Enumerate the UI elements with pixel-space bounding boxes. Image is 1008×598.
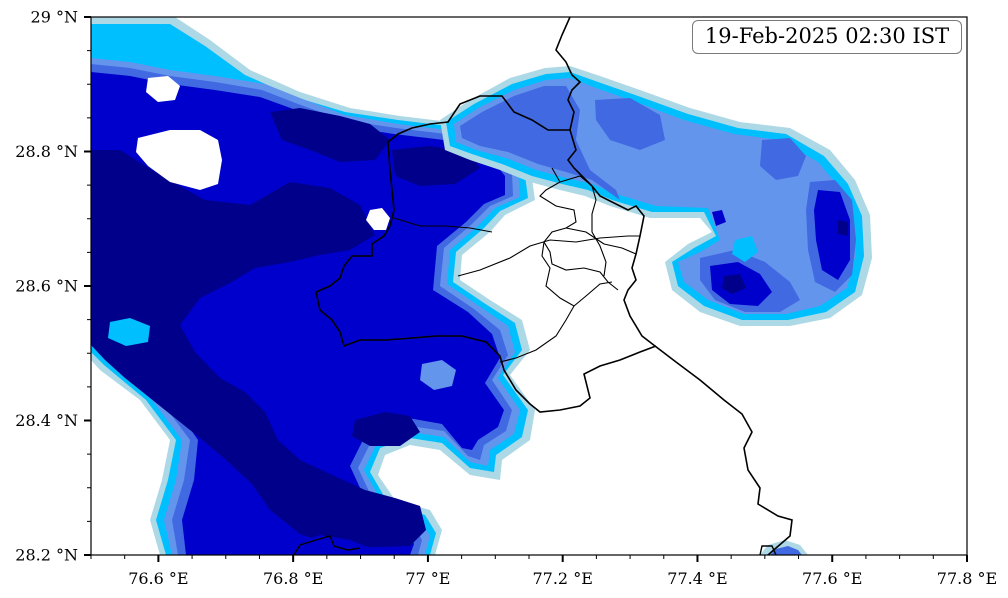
district-boundary-3 [559,175,607,277]
precipitation-contours [91,17,872,555]
contour-west-level6 [91,150,426,548]
lon-tick-label: 76.6 °E [128,569,188,588]
contour-ne-level5-c [712,210,726,226]
contour-gap-3 [366,208,390,230]
contour-ne-level4-b [595,98,665,150]
lon-tick-label: 77 °E [405,569,450,588]
lat-tick-label: 28.2 °N [15,546,78,565]
district-boundary-4 [457,235,640,277]
district-boundary-7 [603,243,637,255]
lat-tick-label: 28.4 °N [15,411,78,430]
contour-ne-level6-b [838,220,848,236]
district-boundary-8 [565,227,605,245]
contour-gap-1 [146,76,180,102]
contour-west-level5 [91,72,505,555]
contour-ne-cell-level2 [732,236,758,262]
contour-ne-level5-b [814,190,850,280]
lon-tick-label: 77.4 °E [667,569,727,588]
district-boundary-2 [539,167,619,291]
contour-west-cell-2 [420,360,456,390]
contour-west-level6-d [352,412,420,446]
contour-ne-level6 [722,274,746,294]
lon-tick-label: 77.6 °E [802,569,862,588]
district-boundary-1 [393,217,493,233]
lon-tick-label: 76.8 °E [263,569,323,588]
contour-west-cell-1 [108,318,150,346]
lat-tick-label: 28.8 °N [15,142,78,161]
contour-gap-2 [136,130,222,190]
boundary-lines [293,17,793,555]
timestamp-label: 19-Feb-2025 02:30 IST [692,20,962,54]
lon-tick-label: 77.2 °E [532,569,592,588]
state-boundary-south [293,535,361,555]
district-boundary-6 [499,305,575,363]
lon-tick-label: 77.8 °E [937,569,997,588]
latitude-axis: 29 °N 28.8 °N 28.6 °N 28.4 °N 28.2 °N [15,8,91,565]
contour-se-level3 [770,546,802,555]
contour-west-level6-c [392,146,480,186]
lat-tick-label: 28.6 °N [15,277,78,296]
contour-west-level6-b [270,108,390,162]
longitude-axis: 76.6 °E 76.8 °E 77 °E 77.2 °E 77.4 °E 77.6 °E… [90,555,997,588]
state-boundary-delhi-haryana [315,95,657,413]
contour-ne-level4-c [760,138,806,180]
contour-ne-level4 [460,86,620,200]
state-boundary-se [759,545,777,555]
lat-tick-label: 29 °N [31,8,78,27]
state-boundary-haryana-up [555,17,793,555]
district-boundary-5 [541,241,613,307]
